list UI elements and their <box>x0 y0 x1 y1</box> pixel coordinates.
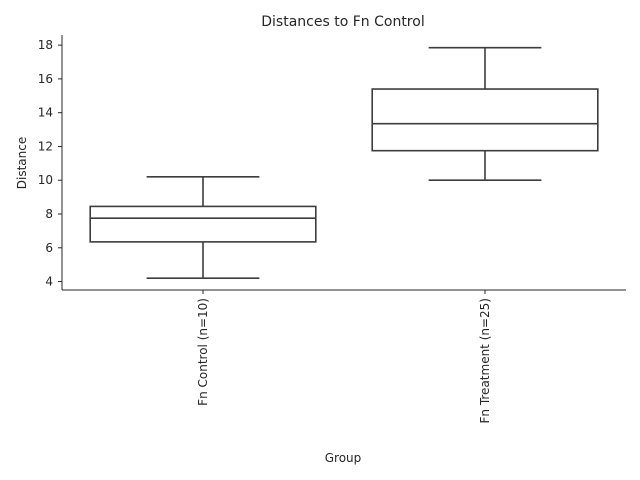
x-tick-label: Fn Control (n=10) <box>196 298 210 406</box>
chart-title: Distances to Fn Control <box>261 14 424 30</box>
x-tick-label: Fn Treatment (n=25) <box>478 298 492 424</box>
y-tick-label: 4 <box>45 275 53 289</box>
y-tick-label: 8 <box>45 207 53 221</box>
axes-spines <box>61 35 626 291</box>
y-tick-label: 14 <box>38 106 53 120</box>
y-axis-ticks: 4 6 8 10 12 14 16 18 <box>38 38 62 289</box>
y-axis-label: Distance <box>15 137 29 189</box>
box-2 <box>371 46 599 182</box>
box-iqr <box>89 205 317 243</box>
y-tick-label: 12 <box>38 139 53 153</box>
y-tick-label: 16 <box>38 72 53 86</box>
y-tick-label: 10 <box>38 173 53 187</box>
y-tick-label: 18 <box>38 38 53 52</box>
y-tick-label: 6 <box>45 241 53 255</box>
x-axis-label: Group <box>325 451 362 465</box>
box-iqr <box>371 88 599 152</box>
x-axis-ticks: Fn Control (n=10) Fn Treatment (n=25) <box>196 290 492 424</box>
boxes-group <box>89 46 599 279</box>
box-1 <box>89 176 317 279</box>
